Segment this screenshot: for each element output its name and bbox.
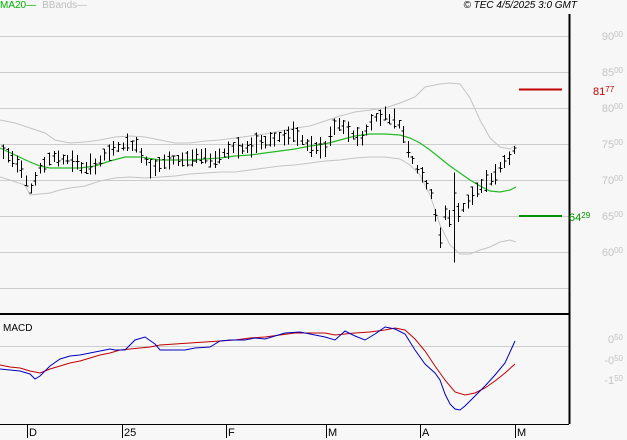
price-axis-label: 7000 [601,174,623,187]
panel-frames [0,14,571,425]
indicator-legend: MA20— BBands— [0,0,87,12]
price-axis-label: 8500 [601,66,623,79]
macd-axis-label: 050 [607,333,623,346]
x-axis-label: 25 [124,427,137,439]
x-axis-label: M [328,427,338,439]
macd-axis-label: -150 [604,374,623,387]
price-axis-label: 9000 [601,30,623,43]
price-axis-label: 6500 [601,210,623,223]
price-axis-label: 7500 [601,138,623,151]
macd-axis-label: -050 [604,354,623,367]
x-axis-label: D [29,427,37,439]
macd-signal-line [0,327,516,396]
macd-line [0,326,516,411]
legend-bbands[interactable]: BBands— [42,0,88,11]
x-axis-label: M [517,427,527,439]
x-axis-label: F [228,427,235,439]
price-gridlines [0,36,569,289]
legend-ma20[interactable]: MA20— [0,0,37,11]
bbands-lower-line [0,156,517,255]
price-axis-label: 8000 [601,102,623,115]
support-label: 6429 [569,211,591,224]
macd-title: MACD [3,323,33,334]
ma20-line [0,133,517,193]
resistance-label: 8177 [593,85,615,98]
x-axis-label: A [422,427,430,439]
bbands-upper-line [0,82,517,150]
copyright-timestamp: © TEC 4/5/2025 3:0 GMT [463,0,577,11]
x-axis-ticks [27,424,516,438]
price-bars [1,106,517,263]
price-axis-label: 6000 [601,246,623,259]
